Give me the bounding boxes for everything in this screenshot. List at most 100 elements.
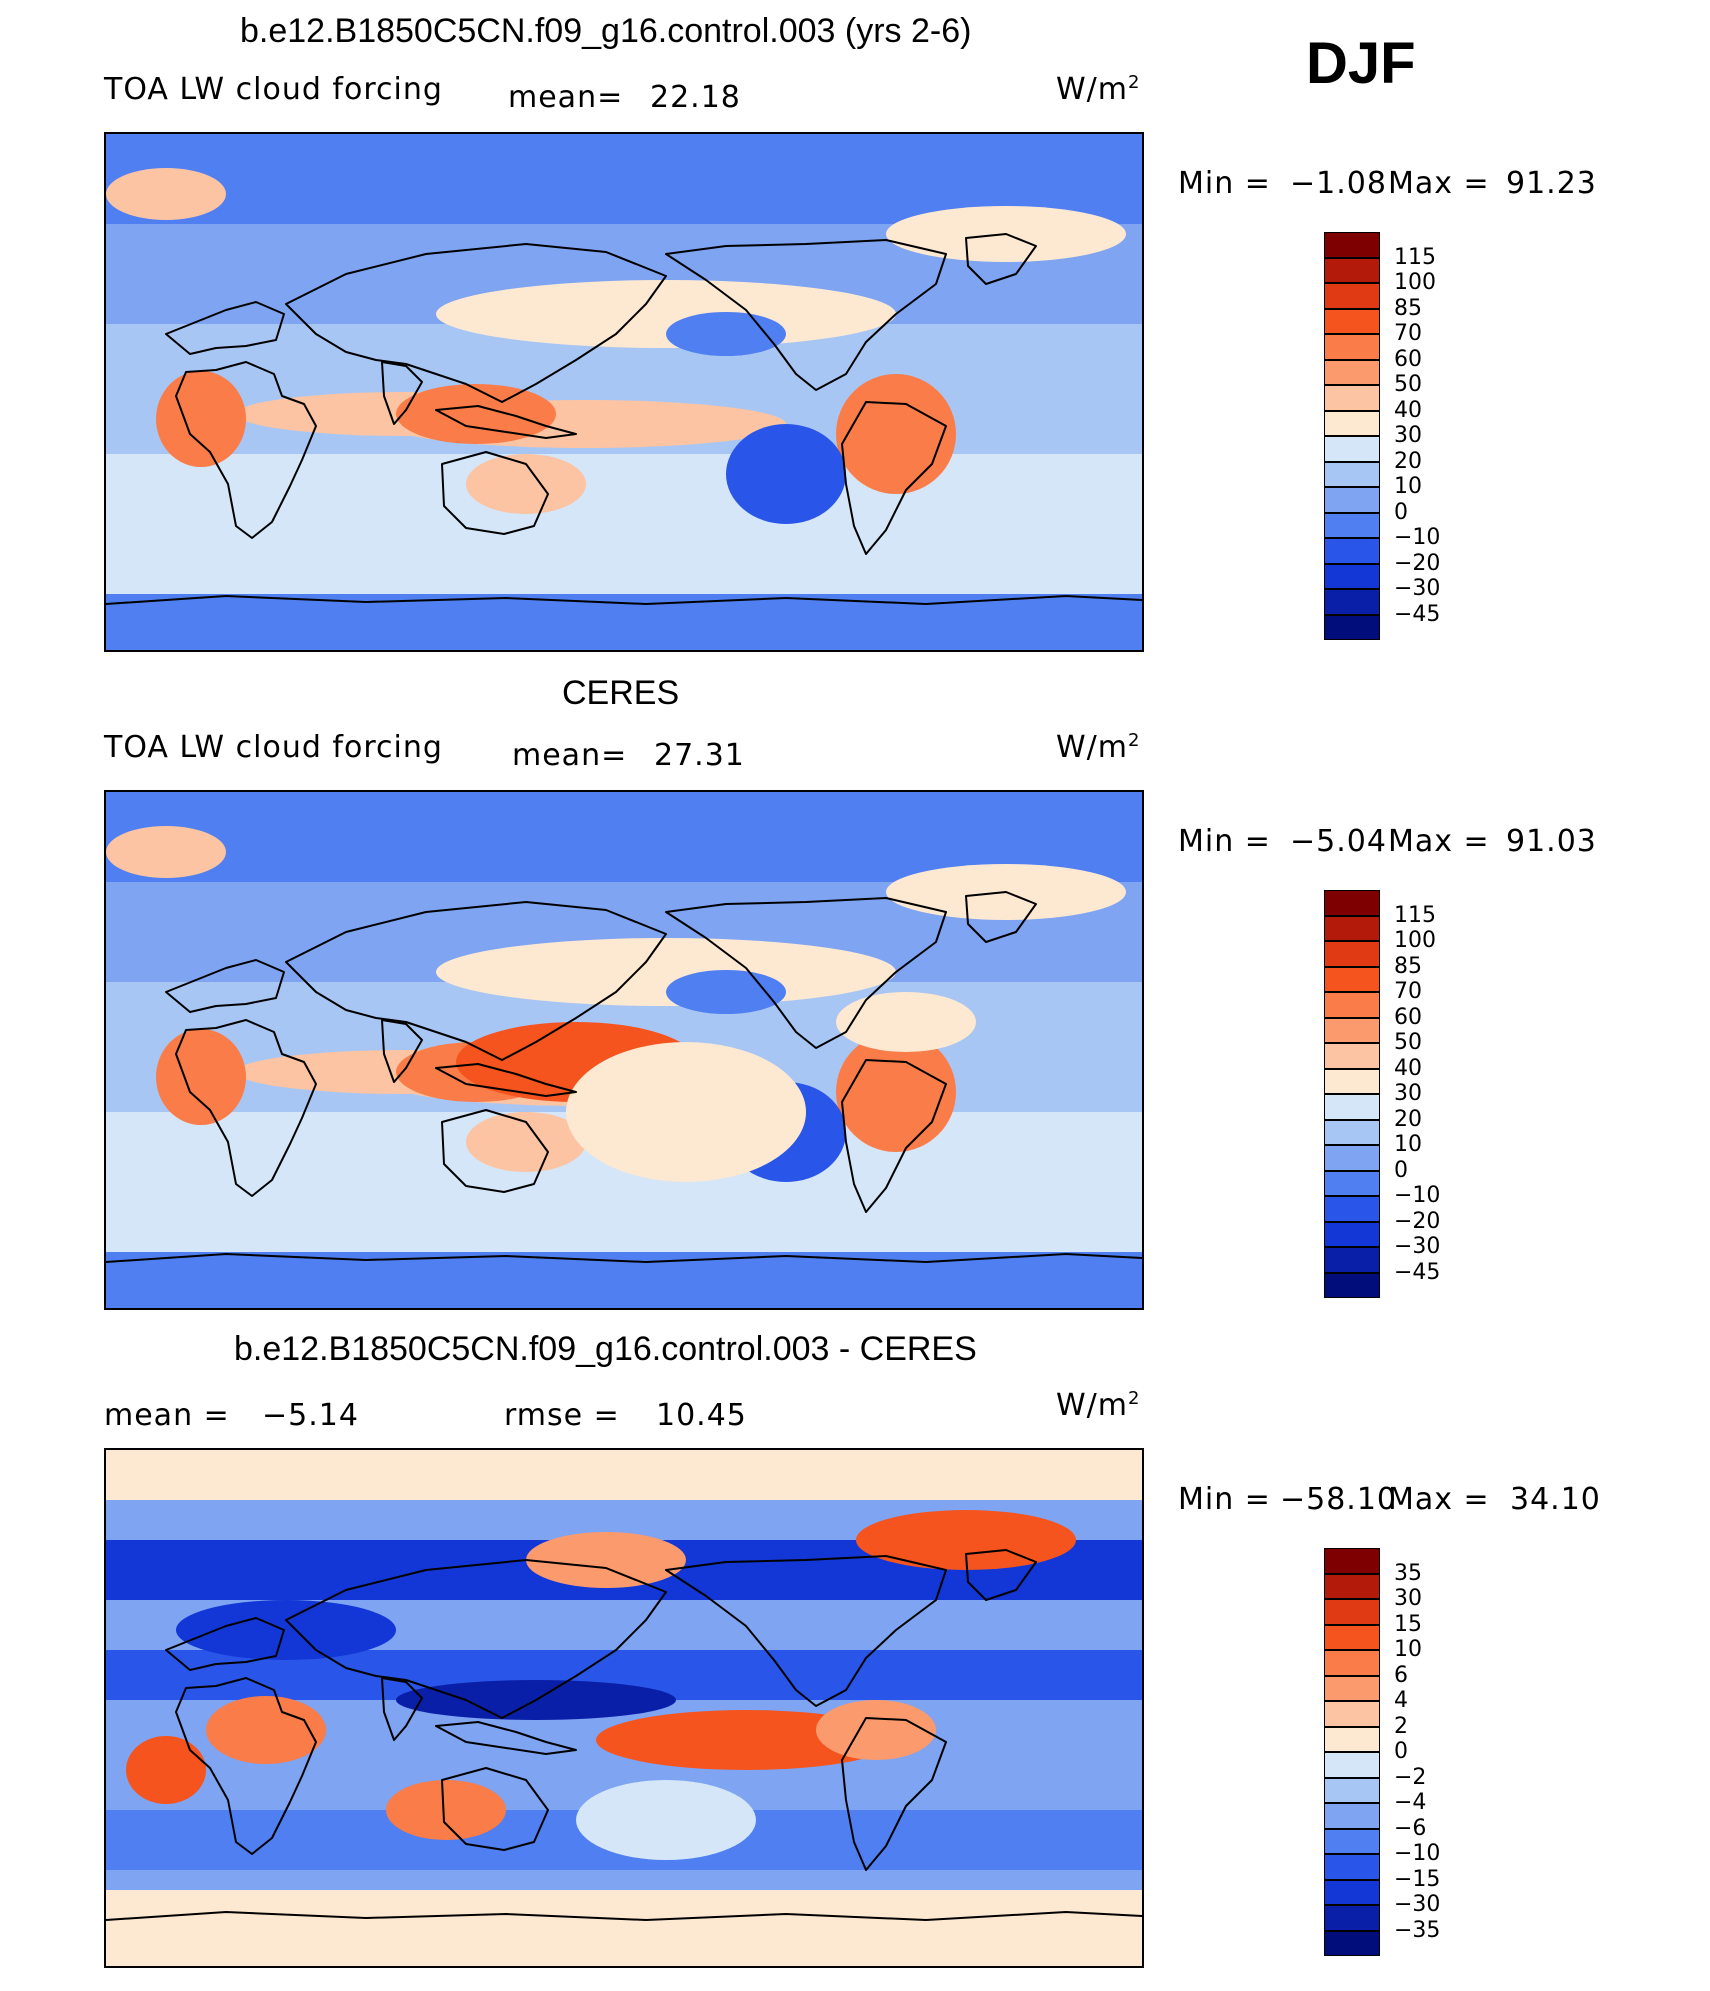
panel3-min-value: −58.10 [1280,1482,1398,1517]
panel2-title: CERES [562,674,680,712]
europe-band [106,826,226,878]
panel1-title: b.e12.B1850C5CN.f09_g16.control.003 (yrs… [240,12,972,50]
panel2-mean-label: mean= [512,738,628,773]
panel1-map [104,132,1144,652]
coastline-south-america [841,401,947,555]
colorbar-tick-label: 20 [1394,1106,1422,1132]
panel1-min-value: −1.08 [1290,166,1387,201]
africa-south-max [126,1736,206,1804]
season-label: DJF [1306,31,1416,96]
colorbar-swatch [1324,461,1380,487]
panel3-mean-label: mean = [104,1398,230,1433]
africa-max [206,1696,326,1764]
colorbar-swatch [1324,1777,1380,1803]
coastline-greenland [965,891,1037,943]
panel1-units: W/m2 [1056,72,1141,107]
colorbar-swatch [1324,487,1380,513]
panel2-min-label: Min = [1178,824,1271,859]
colorbar-swatch [1324,915,1380,941]
colorbar-tick-label: 115 [1394,902,1436,928]
subtropic-min [666,312,786,356]
colorbar-tick-label: 40 [1394,1055,1422,1081]
colorbar-swatch [1324,1752,1380,1778]
colorbar-tick-label: −20 [1394,1208,1441,1234]
colorbar-tick-label: 70 [1394,321,1422,346]
colorbar-swatch [1324,966,1380,992]
pacific-north-band [436,938,896,1006]
colorbar-tick-label: −35 [1394,1917,1441,1943]
colorbar-swatch [1324,334,1380,360]
colorbar-swatch [1324,941,1380,967]
panel2-mean-value: 27.31 [654,738,745,773]
panel2-map [104,790,1144,1310]
colorbar-swatch [1324,1548,1380,1574]
subtropic-min [666,970,786,1014]
coastline-india [381,1677,423,1741]
panel3-units: W/m2 [1056,1388,1141,1423]
colorbar-tick-label: −10 [1394,525,1441,550]
colorbar-swatch [1324,1068,1380,1094]
coastline-greenland [965,233,1037,285]
colorbar-tick-label: 0 [1394,1157,1408,1183]
colorbar-tick-label: 40 [1394,397,1422,423]
coastline-africa [175,361,317,539]
colorbar-tick-label: 6 [1394,1662,1408,1688]
coastline-africa [175,1019,317,1197]
colorbar-swatch [1324,1879,1380,1905]
colorbar-swatch [1324,1119,1380,1145]
colorbar-swatch [1324,1624,1380,1650]
colorbar-swatch [1324,1272,1380,1298]
panel2-min-value: −5.04 [1290,824,1387,859]
colorbar-tick-label: 50 [1394,372,1422,397]
colorbar-swatch [1324,308,1380,334]
coastline-europe [165,1617,285,1671]
coastline-north-america [665,1555,947,1707]
colorbar-tick-label: 30 [1394,1586,1422,1611]
colorbar-tick-label: 30 [1394,423,1422,448]
panel1-map-svg [106,134,1142,650]
panel2-max-value: 91.03 [1506,824,1597,859]
coastline-asia [285,1559,667,1719]
colorbar-tick-label: 4 [1394,1688,1408,1713]
colorbar-tick-label: 10 [1394,474,1422,499]
panel1-variable-label: TOA LW cloud forcing [104,72,443,107]
colorbar-swatch [1324,1854,1380,1880]
colorbar-tick-label: −2 [1394,1764,1427,1790]
australia-band [466,1112,586,1172]
colorbar-tick-label: 0 [1394,499,1408,525]
coastline-south-america [841,1059,947,1213]
panel3-map [104,1448,1144,1968]
coastline-indonesia [435,405,577,439]
colorbar-swatch [1324,890,1380,916]
colorbar-tick-label: 70 [1394,979,1422,1004]
coastline-asia [285,243,667,403]
coastline-australia [441,451,549,535]
colorbar-tick-label: 15 [1394,1611,1422,1637]
coastline-antarctica [106,595,1142,605]
colorbar-tick-label: −6 [1394,1815,1427,1841]
colorbar-swatch [1324,257,1380,283]
panel3-colorbar: 35 30 15 10 6 4 2 0 −2 −4 −6 −10 −15 −30 −35 [1320,1548,1580,1958]
coastline-africa [175,1677,317,1855]
panel3-map-svg [106,1450,1142,1966]
colorbar-tick-label: 10 [1394,1132,1422,1157]
panel1-max-value: 91.23 [1506,166,1597,201]
colorbar-tick-label: 50 [1394,1030,1422,1055]
colorbar-swatch [1324,1701,1380,1727]
colorbar-tick-label: −30 [1394,1892,1441,1917]
colorbar-swatch [1324,1247,1380,1273]
panel1-min-label: Min = [1178,166,1271,201]
panel3-rmse-label: rmse = [504,1398,620,1433]
panel3-max-value: 34.10 [1510,1482,1601,1517]
colorbar-swatch [1324,1196,1380,1222]
colorbar-swatch [1324,1017,1380,1043]
europe-band [106,168,226,220]
asia-min [176,1600,396,1660]
colorbar-tick-label: −4 [1394,1790,1427,1815]
australia-max [386,1780,506,1840]
panel1-mean-label: mean= [508,80,624,115]
colorbar-swatch [1324,232,1380,258]
spcz [566,1042,806,1182]
southern-band [106,454,1142,594]
colorbar-swatch [1324,1221,1380,1247]
